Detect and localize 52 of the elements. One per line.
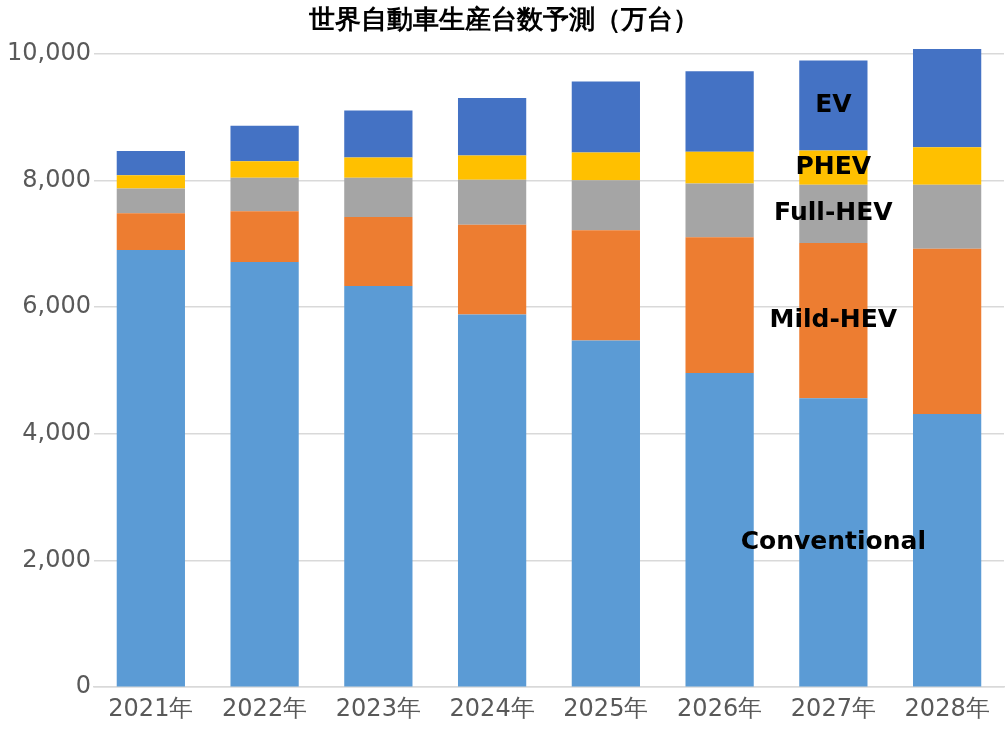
bar xyxy=(344,110,413,158)
bar xyxy=(457,155,527,180)
x-tick-label: 2023年 xyxy=(335,693,421,722)
bar xyxy=(457,97,527,156)
bar xyxy=(685,71,754,152)
bar xyxy=(116,213,185,250)
x-tick-label: 2027年 xyxy=(790,693,876,722)
y-tick-label: 8,000 xyxy=(22,164,91,193)
bar xyxy=(913,147,982,185)
bar xyxy=(913,184,982,249)
x-tick-label: 2025年 xyxy=(563,693,649,722)
x-tick-label: 2026年 xyxy=(677,693,763,722)
bar xyxy=(344,177,413,218)
bar xyxy=(344,217,413,287)
bar xyxy=(685,151,754,184)
bar xyxy=(344,157,413,178)
bar xyxy=(571,230,640,341)
y-tick-label: 2,000 xyxy=(22,544,91,573)
bar xyxy=(457,224,527,315)
bar xyxy=(230,125,299,162)
bar xyxy=(571,81,640,153)
bar xyxy=(344,286,413,687)
bar xyxy=(457,179,527,225)
x-tick-label: 2021年 xyxy=(108,693,194,722)
bar xyxy=(685,237,754,373)
bar xyxy=(116,151,185,176)
bar xyxy=(116,188,185,214)
series-label: EV xyxy=(815,89,853,118)
bar xyxy=(913,248,982,415)
bar xyxy=(571,180,640,231)
chart-title: 世界自動車生産台数予測（万台） xyxy=(308,4,699,35)
x-tick-label: 2024年 xyxy=(449,693,535,722)
bar xyxy=(230,211,299,263)
bar xyxy=(230,161,299,178)
bar xyxy=(457,314,527,687)
bar xyxy=(799,60,868,151)
bar xyxy=(116,249,185,687)
bar xyxy=(116,175,185,189)
series-label: Conventional xyxy=(740,525,927,555)
bar xyxy=(913,49,982,148)
bar xyxy=(571,152,640,181)
bar xyxy=(230,262,299,687)
y-tick-label: 4,000 xyxy=(22,417,91,446)
x-tick-label: 2022年 xyxy=(222,693,308,722)
y-tick-label: 0 xyxy=(75,671,91,700)
y-tick-label: 10,000 xyxy=(6,37,91,66)
bar xyxy=(685,183,754,238)
bar xyxy=(571,340,640,687)
x-tick-label: 2028年 xyxy=(904,693,990,722)
series-label: Full-HEV xyxy=(774,197,894,227)
y-tick-label: 6,000 xyxy=(22,291,91,320)
bar xyxy=(230,177,299,212)
